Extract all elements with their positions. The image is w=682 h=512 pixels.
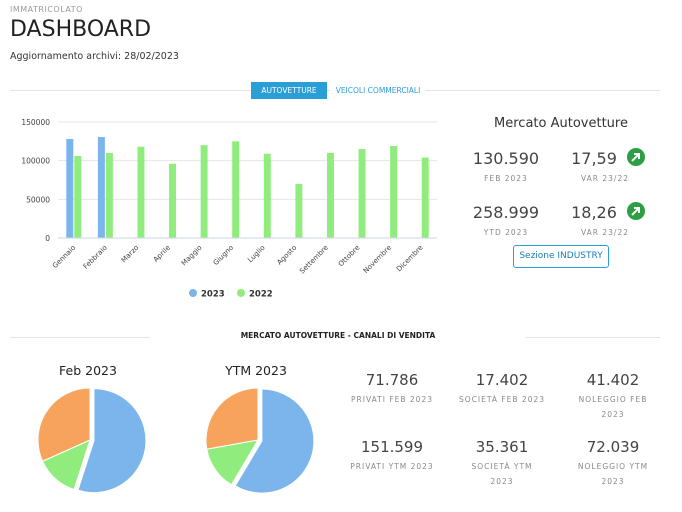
- pie-title: Feb 2023: [59, 363, 117, 378]
- kpi: 18,26 VAR 23/22: [550, 203, 660, 240]
- pie-slice: [77, 388, 147, 494]
- kpi-value: 151.599: [360, 438, 424, 456]
- pie-slice: [234, 388, 315, 494]
- y-tick-label: 150000: [21, 118, 50, 127]
- page-title: DASHBOARD: [10, 17, 152, 42]
- bar: [295, 183, 303, 238]
- x-tick-label: Giugno: [212, 244, 235, 267]
- up-arrow-icon: [631, 207, 640, 216]
- bar: [263, 153, 271, 238]
- kpi: 151.599 PRIVATI YTM 2023: [337, 438, 447, 474]
- kpi: 130.590 FEB 2023: [451, 149, 561, 186]
- kpi: 72.039 NOLEGGIO YTM 2023: [557, 438, 669, 489]
- kpi-value: 258.999: [472, 203, 540, 222]
- legend-marker: [189, 289, 197, 297]
- kpi: 258.999 YTD 2023: [451, 203, 561, 240]
- kpi-label: SOCIETÀ YTM 2023: [471, 462, 533, 486]
- kpi: 35.361 SOCIETÀ YTM 2023: [447, 438, 557, 489]
- kpi-value: 35.361: [475, 438, 529, 456]
- pie-slice: [37, 387, 91, 462]
- section-label: IMMATRICOLATO: [10, 5, 83, 14]
- kpi-value: 17,59: [571, 149, 617, 168]
- pie-title: YTM 2023: [224, 363, 287, 378]
- legend-label: 2022: [249, 290, 273, 300]
- kpi-value: 17.402: [475, 371, 529, 389]
- kpi-value: 130.590: [472, 149, 540, 168]
- industry-button[interactable]: Sezione INDUSTRY: [513, 245, 609, 268]
- bar: [169, 163, 177, 238]
- kpi-label: PRIVATI FEB 2023: [351, 395, 433, 404]
- bar: [105, 152, 113, 238]
- bar: [232, 141, 240, 238]
- kpi: 41.402 NOLEGGIO FEB 2023: [557, 371, 669, 422]
- x-tick-label: Aprile: [152, 244, 172, 264]
- kpi-label: VAR 23/22: [581, 228, 629, 237]
- kpi-label: SOCIETÀ FEB 2023: [458, 395, 546, 404]
- kpi-label: PRIVATI YTM 2023: [350, 462, 434, 471]
- update-date: Aggiornamento archivi: 28/02/2023: [10, 51, 179, 62]
- legend-label: 2023: [201, 290, 225, 300]
- kpi-label: FEB 2023: [484, 174, 528, 183]
- bar: [74, 156, 82, 238]
- x-tick-label: Dicembre: [395, 244, 425, 274]
- kpi: 17.402 SOCIETÀ FEB 2023: [447, 371, 557, 407]
- bar: [390, 145, 398, 238]
- kpi-label: VAR 23/22: [581, 174, 629, 183]
- pie-slice: [205, 387, 259, 450]
- bar: [421, 157, 429, 238]
- x-tick-label: Febbraio: [82, 244, 109, 271]
- up-arrow-icon: [631, 153, 640, 162]
- bar: [66, 139, 74, 238]
- kpi-value: 72.039: [586, 438, 640, 456]
- market-title: Mercato Autovetture: [494, 116, 628, 131]
- x-tick-label: Gennaio: [51, 244, 77, 270]
- kpi-label: NOLEGGIO YTM 2023: [577, 462, 649, 486]
- y-tick-label: 50000: [26, 195, 50, 204]
- x-tick-label: Marzo: [120, 244, 141, 265]
- kpi-value: 18,26: [571, 203, 617, 222]
- bar: [97, 137, 105, 238]
- bar: [326, 152, 334, 238]
- kpi: 71.786 PRIVATI FEB 2023: [337, 371, 447, 407]
- legend-marker: [237, 289, 245, 297]
- x-tick-label: Maggio: [180, 244, 204, 268]
- bar: [358, 149, 366, 238]
- bar: [200, 145, 208, 238]
- y-tick-label: 0: [45, 234, 50, 243]
- y-tick-label: 100000: [21, 157, 50, 166]
- x-tick-label: Luglio: [246, 244, 266, 264]
- x-tick-label: Ottobre: [337, 244, 362, 269]
- x-tick-label: Agosto: [276, 244, 299, 267]
- kpi: 17,59 VAR 23/22: [550, 149, 660, 186]
- x-tick-label: Novembre: [362, 244, 393, 275]
- channels-title: MERCATO AUTOVETTURE - CANALI DI VENDITA: [150, 331, 526, 340]
- bar: [137, 146, 145, 238]
- kpi-value: 71.786: [365, 371, 419, 389]
- tab-active[interactable]: AUTOVETTURE: [251, 82, 327, 99]
- tab[interactable]: VEICOLI COMMERCIALI: [331, 82, 425, 99]
- kpi-value: 41.402: [586, 371, 640, 389]
- kpi-label: NOLEGGIO FEB 2023: [578, 395, 648, 419]
- x-tick-label: Settembre: [298, 244, 330, 276]
- kpi-label: YTD 2023: [483, 228, 529, 237]
